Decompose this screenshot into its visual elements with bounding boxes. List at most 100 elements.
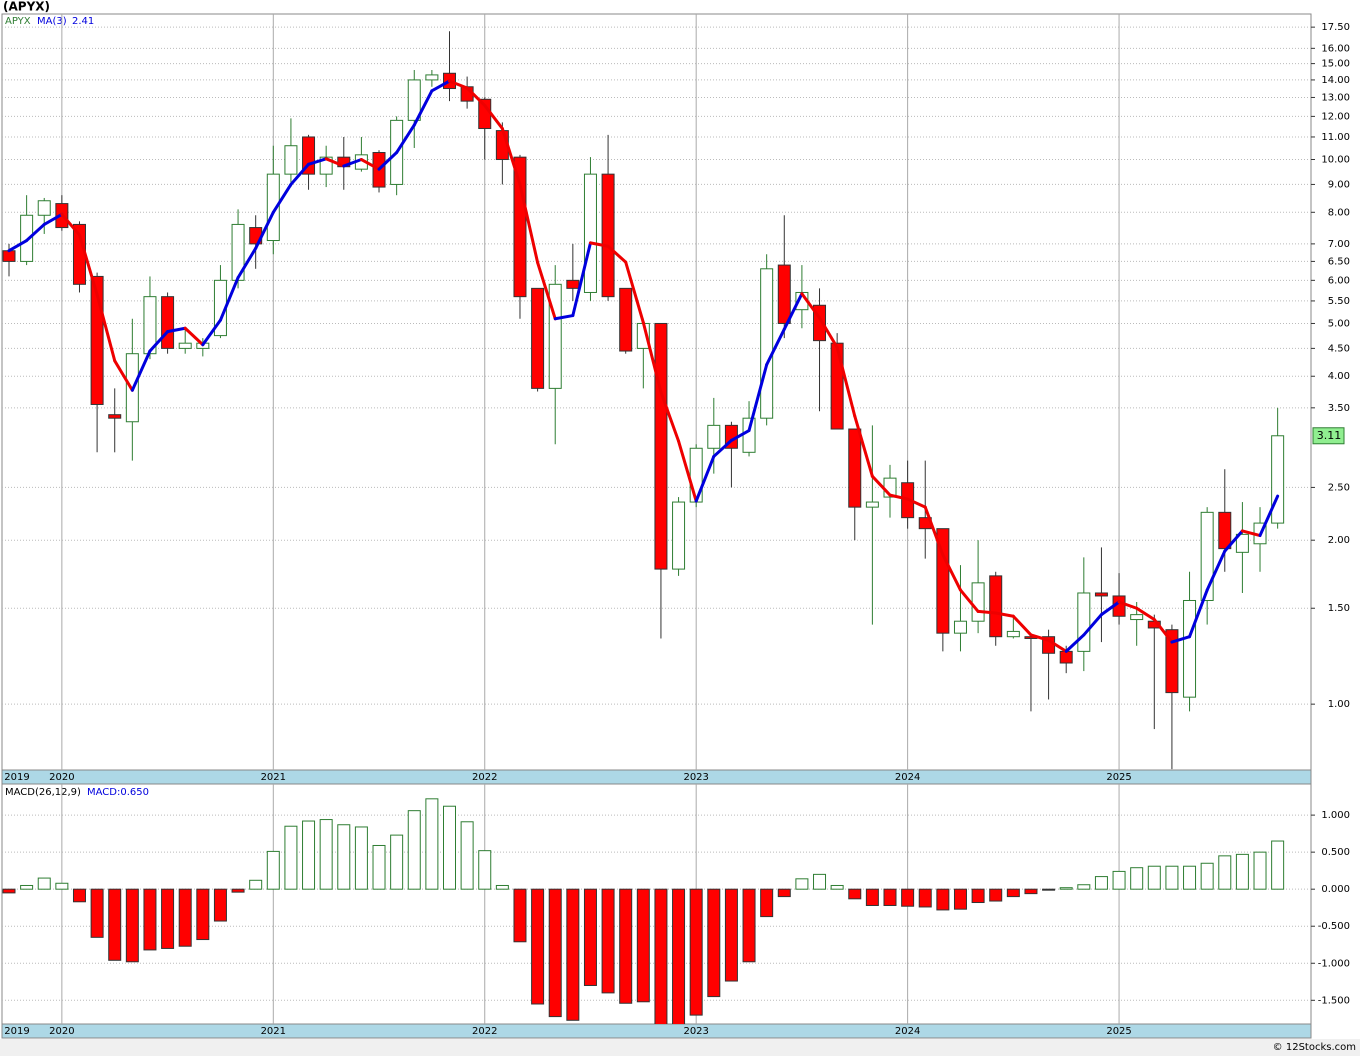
ma-line [148,330,170,353]
candle-body [865,501,879,508]
x-tick-label: 2020 [49,772,74,783]
macd-bar [108,888,122,961]
x-tick-label: 2024 [895,1026,920,1037]
ma-line [588,241,610,248]
macd-bar [513,888,527,943]
macd-bar [830,884,844,890]
candle-body [1165,629,1179,694]
candle-body [742,417,756,453]
macd-bar [531,888,545,1005]
ma-line [1205,549,1227,592]
ma-line [1152,618,1174,644]
legend-ma-value: 2.41 [72,16,94,27]
ma-line [1011,614,1033,637]
ma-line [818,316,839,349]
ma-line [307,157,328,166]
macd-bar [654,888,668,1024]
macd-bar [865,888,879,906]
ma-line [571,241,592,318]
ma-line [324,157,346,168]
macd-bar [249,879,263,890]
x-tick-label: 2024 [895,772,920,783]
ma-line [553,314,575,321]
candle-body [953,620,967,634]
macd-bar [55,882,69,890]
candle-body [407,79,421,121]
candle-body [37,200,51,216]
ma-line [765,327,786,367]
y-tick-label: 16.00 [1321,43,1350,54]
x-tick-label: 2021 [261,1026,286,1037]
ma-line [377,151,399,171]
macd-bar [953,888,967,910]
ma-line [606,244,628,264]
candle-body [619,287,633,352]
macd-bar [795,878,809,890]
candle-body [1235,533,1249,553]
candle-body [425,74,439,81]
macd-bar [1059,887,1073,890]
macd-bar [196,888,210,941]
macd-bar [143,888,157,951]
macd-bar [302,820,316,890]
macd-bar [548,888,562,1018]
y-tick-label: 3.50 [1328,403,1350,414]
ma-line [1188,588,1209,639]
macd-bar [20,884,34,890]
x-tick-label: 2022 [472,1026,497,1037]
ma-line [800,292,822,320]
ma-line [500,127,522,186]
ma-line [1099,600,1121,617]
chart-title: (APYX) [3,0,50,14]
macd-title: MACD(26,12,9) [5,787,81,798]
macd-bar [1112,870,1126,890]
macd-bar [37,877,51,890]
macd-bar [760,888,774,918]
x-tick-label: 2025 [1106,772,1131,783]
ma-line [201,318,222,347]
candle-body [936,528,950,634]
candle-body [161,296,175,349]
ma-line [782,292,804,331]
ma-line [906,497,927,509]
y-tick-label: 17.50 [1321,22,1350,33]
candle-body [707,424,721,449]
y-tick-label: 6.50 [1328,256,1350,267]
ma-line [1082,613,1103,637]
macd-bar [583,888,597,986]
candle-body [284,145,298,175]
candle-body [266,173,280,242]
ma-line [130,349,152,392]
macd-bar [231,888,245,893]
y-tick-label: 11.00 [1321,132,1350,143]
legend-ma: MA(3) [37,16,67,27]
y-tick-label: 12.00 [1321,111,1350,122]
ma-line [659,390,681,443]
macd-bar [425,798,439,890]
ma-line [923,505,945,557]
y-tick-label: 8.00 [1328,207,1350,218]
macd-bar [1024,888,1038,895]
ma-line [941,553,962,592]
macd-bar [72,888,86,903]
candle-body [1200,511,1214,601]
ma-line [359,158,381,171]
candle-body [178,342,192,349]
ma-line [1223,529,1244,553]
ma-line [1135,606,1156,622]
ma-line [448,79,469,90]
macd-bar [354,826,368,890]
candle-body [1077,592,1091,652]
candle-body [971,582,985,622]
macd-bar [989,888,1003,902]
candle-body [1271,435,1285,524]
ma-line [853,414,874,478]
candle-body [830,342,844,430]
y-tick-label: 0.000 [1321,884,1350,895]
candle-body [777,264,791,324]
ma-line [42,212,64,226]
ma-line [1029,633,1051,642]
ma-line [465,86,487,107]
ma-line [870,474,892,497]
candle-body [672,501,686,570]
